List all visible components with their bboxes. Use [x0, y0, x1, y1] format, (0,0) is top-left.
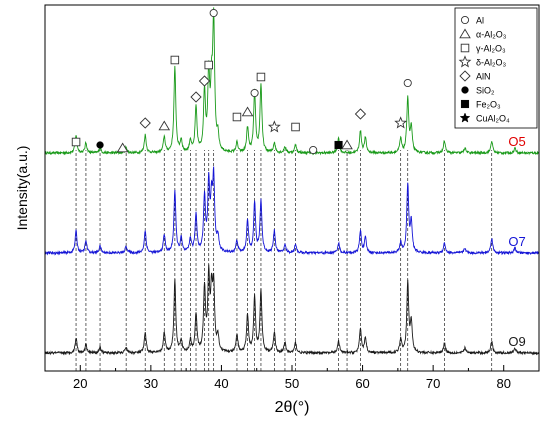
reference-lines: [75, 150, 493, 371]
peak-marker-open-triangle: [158, 120, 171, 131]
legend-symbol-open-circle: [460, 15, 470, 25]
peak-marker-open-square: [204, 60, 213, 70]
peak-marker-open-triangle: [116, 142, 129, 153]
x-axis-ticks: 20 30 40 50 60 70 80: [44, 365, 540, 391]
legend-symbol-open-star: [458, 55, 472, 68]
peak-marker-filled-square: [334, 140, 343, 150]
peak-marker-open-circle: [209, 8, 218, 18]
peak-marker-open-square: [256, 72, 266, 82]
legend-label: δ-Al₂O₃: [476, 58, 507, 68]
legend-symbol-open-triangle: [459, 28, 471, 39]
series-label-o9: O9: [508, 334, 525, 349]
legend-label: SiO₂: [476, 86, 495, 96]
x-axis-label: 2θ(°): [275, 399, 310, 416]
series-line-o9: [44, 264, 540, 356]
x-tick-label: 20: [73, 376, 87, 391]
peak-marker-open-diamond: [198, 75, 211, 87]
legend-label: CuAl₂O₄: [476, 114, 510, 124]
series-labels: O5 O7 O9: [508, 134, 525, 349]
legend-symbol-filled-star: [459, 112, 471, 123]
peak-marker-open-circle: [309, 145, 318, 155]
series-line-o5: [44, 7, 540, 156]
x-tick-label: 40: [214, 376, 228, 391]
peak-marker-open-diamond: [354, 108, 367, 120]
x-tick-label: 60: [355, 376, 369, 391]
legend-symbol-open-square: [460, 43, 470, 53]
peak-marker-open-triangle: [241, 106, 254, 117]
series-label-o7: O7: [508, 234, 525, 249]
peak-marker-open-square: [232, 112, 242, 122]
series-label-o5: O5: [508, 134, 525, 149]
legend-label: AlN: [476, 72, 491, 82]
peak-marker-open-square: [71, 137, 81, 147]
x-tick-label: 80: [496, 376, 510, 391]
peak-marker-open-star: [394, 116, 408, 129]
peak-marker-open-square: [170, 55, 180, 65]
legend-symbol-filled-square: [460, 99, 470, 109]
peak-marker-open-square: [291, 122, 300, 132]
series-lines: [44, 7, 540, 356]
legend: Al α-Al₂O₃ γ-Al₂O₃ δ-Al₂O₃ AlN SiO₂ Fe₂O₃ CuAl₂…: [454, 7, 538, 129]
legend-label: Al: [476, 16, 484, 26]
peak-marker-open-diamond: [139, 117, 151, 129]
y-axis-label: Intensity(a.u.): [14, 146, 30, 231]
series-line-o7: [44, 166, 540, 256]
x-tick-label: 30: [144, 376, 158, 391]
peak-marker-filled-circle: [96, 141, 104, 149]
x-tick-label: 50: [285, 376, 299, 391]
legend-symbol-filled-circle: [461, 86, 469, 94]
peak-marker-open-star: [267, 120, 281, 133]
legend-symbol-open-diamond: [459, 70, 471, 82]
legend-label: Fe₂O₃: [476, 100, 501, 110]
peak-markers: [71, 8, 412, 155]
peak-marker-open-triangle: [341, 139, 353, 150]
legend-box: [454, 7, 538, 129]
legend-label: γ-Al₂O₃: [476, 44, 506, 54]
peak-marker-open-diamond: [190, 91, 202, 103]
legend-label: α-Al₂O₃: [476, 30, 507, 40]
peak-marker-open-circle: [403, 78, 412, 88]
peak-marker-open-circle: [250, 88, 259, 98]
x-tick-label: 70: [426, 376, 440, 391]
